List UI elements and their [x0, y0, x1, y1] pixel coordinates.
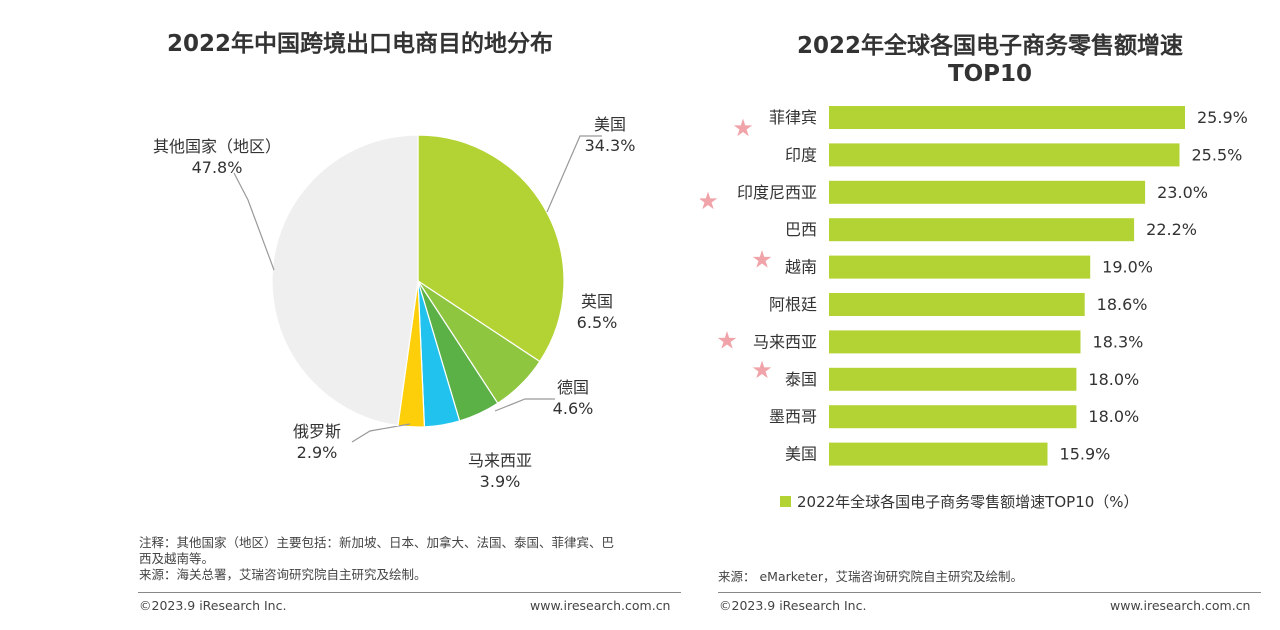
bar-chart-title-line1: 2022年全球各国电子商务零售额增速 [796, 33, 1183, 59]
left-website-link[interactable]: www.iresearch.com.cn [530, 598, 671, 613]
bar-category-label: 印度尼西亚 [737, 183, 817, 202]
bar [829, 293, 1085, 316]
left-footer-divider [138, 592, 681, 593]
pie-slice-label: 美国 [594, 115, 626, 134]
bar [829, 405, 1077, 429]
bar-category-label: 菲律宾 [769, 108, 817, 127]
bar-category-label: 泰国 [785, 370, 817, 389]
bar-chart: 菲律宾 25.9% ★ 印度 25.5% 印度尼西亚 23.0% ★ 巴西 22.2% 越南 19.0… [700, 106, 1248, 466]
legend-swatch [780, 496, 791, 507]
pie-note-line2: 西及越南等。 [139, 551, 215, 566]
pie-chart: 美国 34.3% 英国 6.5% 德国 4.6% 马来西亚 3.9% 俄罗斯 2.9% 其他国家（地… [153, 115, 636, 491]
bar-value-label: 19.0% [1102, 258, 1153, 277]
pie-slice-value-label: 34.3% [585, 136, 636, 155]
star-icon: ★ [751, 356, 773, 384]
pie-slice-label: 其他国家（地区） [153, 137, 281, 156]
pie-slice-value-label: 2.9% [297, 443, 338, 462]
pie-chart-title: 2022年中国跨境出口电商目的地分布 [166, 31, 553, 57]
bar-category-label: 墨西哥 [769, 407, 817, 426]
pie-slice-value-label: 47.8% [192, 158, 243, 177]
pie-slice-label: 德国 [557, 378, 589, 397]
bar-value-label: 15.9% [1060, 445, 1111, 464]
pie-slice-value-label: 6.5% [577, 313, 618, 332]
bar [829, 106, 1185, 129]
bar-chart-title: 2022年全球各国电子商务零售额增速 TOP10 [700, 32, 1280, 88]
bar-category-label: 马来西亚 [753, 332, 817, 351]
bar [829, 143, 1180, 167]
bar [829, 442, 1048, 466]
pie-leader-line [546, 135, 602, 213]
bar-value-label: 18.0% [1088, 370, 1139, 389]
left-panel: 2022年中国跨境出口电商目的地分布 美国 34.3% 英国 6.5% 德国 4.6% 马来… [138, 31, 681, 613]
bar-value-label: 25.5% [1192, 145, 1243, 164]
bar [829, 330, 1081, 354]
star-icon: ★ [751, 246, 773, 274]
pie-leader-line [494, 398, 555, 412]
right-copyright: ©2023.9 iResearch Inc. [719, 598, 867, 613]
pie-slice-label: 马来西亚 [468, 451, 532, 470]
pie-slice-label: 英国 [581, 292, 613, 311]
bar-value-label: 23.0% [1157, 183, 1208, 202]
star-icon: ★ [716, 326, 738, 354]
pie-slice-value-label: 3.9% [480, 472, 521, 491]
star-icon: ★ [732, 114, 754, 142]
pie-source: 来源：海关总署，艾瑞咨询研究院自主研究及绘制。 [139, 567, 427, 582]
bar-category-label: 印度 [785, 145, 817, 164]
pie-leader-line [351, 423, 411, 443]
right-footer-divider [718, 592, 1261, 593]
bar-category-label: 美国 [785, 445, 817, 464]
bar-legend: 2022年全球各国电子商务零售额增速TOP10（%） [780, 491, 1139, 512]
pie-leader-line [233, 172, 275, 271]
star-icon: ★ [700, 187, 719, 215]
bar-category-label: 越南 [785, 258, 817, 277]
bar [829, 255, 1091, 279]
pie-note-line1: 注释：其他国家（地区）主要包括：新加坡、日本、加拿大、法国、泰国、菲律宾、巴 [139, 535, 615, 550]
bar-value-label: 18.0% [1088, 407, 1139, 426]
bar [829, 218, 1135, 242]
bar-category-label: 巴西 [785, 220, 817, 239]
pie-slice-label: 俄罗斯 [293, 422, 341, 441]
pie-note: 注释：其他国家（地区）主要包括：新加坡、日本、加拿大、法国、泰国、菲律宾、巴 西… [139, 535, 614, 583]
bar [829, 180, 1146, 204]
right-panel: 2022年全球各国电子商务零售额增速 TOP10 菲律宾 25.9% ★ 印度 25.5… [700, 0, 1280, 630]
bar-source: 来源： eMarketer，艾瑞咨询研究院自主研究及绘制。 [718, 569, 1023, 584]
bar-value-label: 25.9% [1197, 108, 1248, 127]
bar-value-label: 18.6% [1097, 295, 1148, 314]
left-copyright: ©2023.9 iResearch Inc. [139, 598, 287, 613]
right-website-link[interactable]: www.iresearch.com.cn [1110, 598, 1251, 613]
bar-value-label: 22.2% [1146, 220, 1197, 239]
pie-slice [271, 134, 419, 427]
bar [829, 367, 1077, 391]
bar-chart-title-line2: TOP10 [947, 61, 1033, 87]
bar-category-label: 阿根廷 [769, 295, 817, 314]
bar-value-label: 18.3% [1093, 332, 1144, 351]
pie-slice-value-label: 4.6% [553, 399, 594, 418]
legend-label: 2022年全球各国电子商务零售额增速TOP10（%） [797, 493, 1139, 511]
